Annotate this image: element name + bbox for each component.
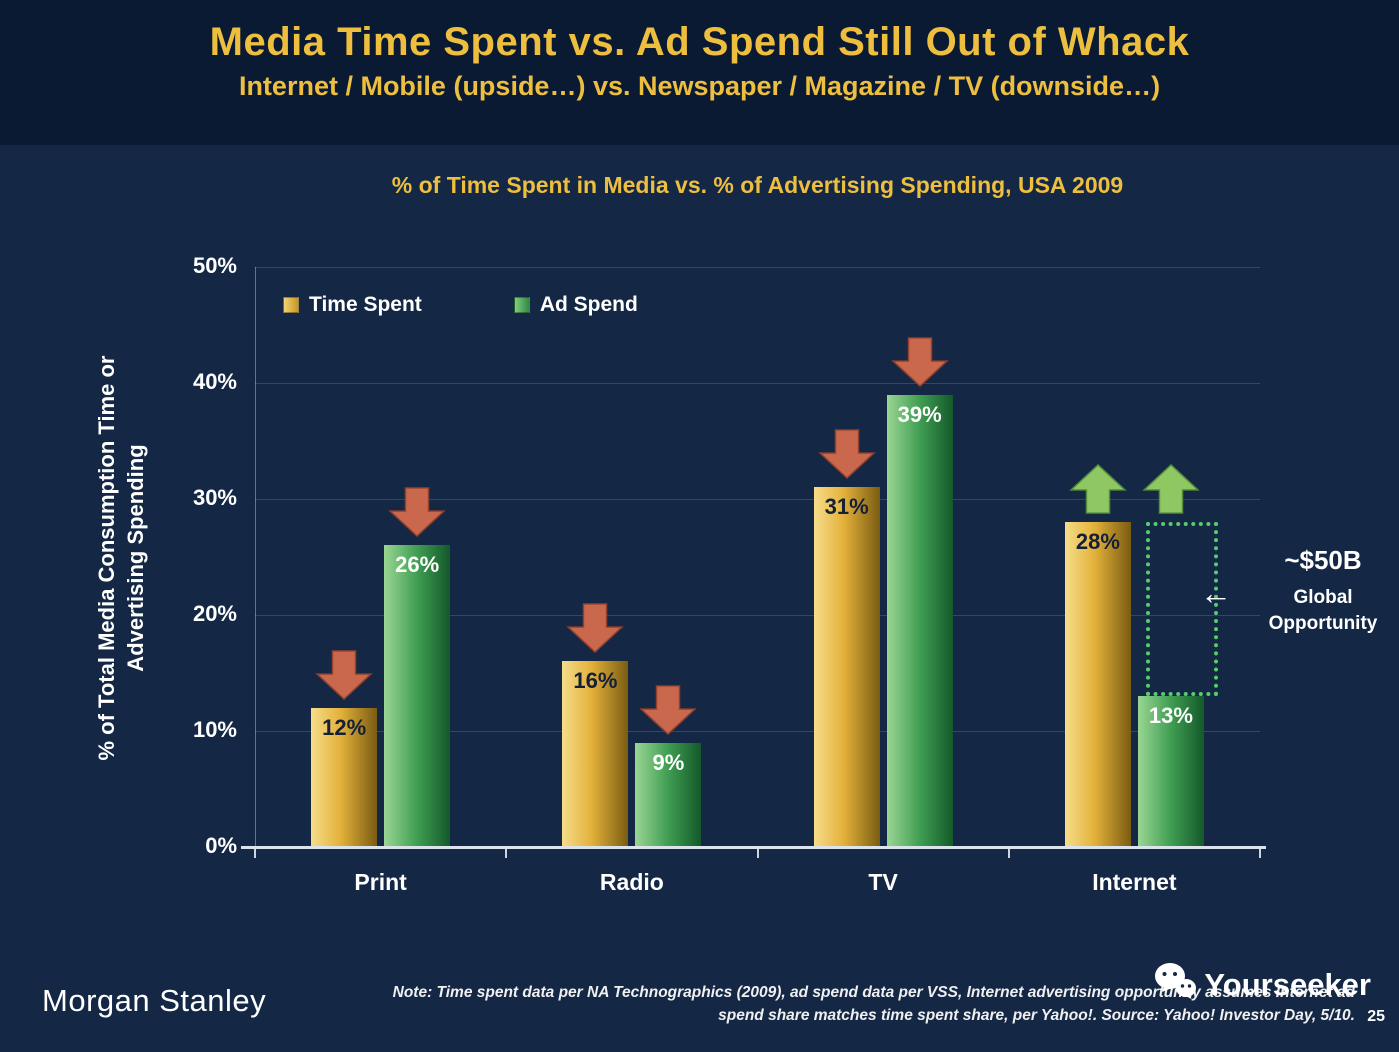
gridline — [255, 731, 1260, 732]
bar-value-label: 26% — [395, 552, 440, 578]
opportunity-dotted-box — [1145, 522, 1218, 697]
source-note-line2: spend share matches time spent share, pe… — [718, 1007, 1355, 1025]
x-axis-category-label: Print — [354, 869, 407, 895]
watermark-text: Yourseeker — [1204, 966, 1371, 1002]
bar-radio-time-spent: 16% — [562, 661, 629, 847]
y-axis-tick-label: 30% — [192, 485, 237, 510]
bar-print-ad-spend: 26% — [384, 545, 451, 847]
chart-title: % of Time Spent in Media vs. % of Advert… — [391, 172, 1124, 198]
legend-swatch-ad-spend — [513, 297, 530, 313]
bar-value-label: 13% — [1148, 703, 1193, 729]
page-number: 25 — [1367, 1008, 1385, 1025]
y-axis-tick-label: 40% — [192, 369, 237, 394]
down-arrow-icon — [388, 487, 446, 538]
gridline — [255, 499, 1260, 500]
source-note-line1: Note: Time spent data per NA Technograph… — [392, 984, 1355, 1001]
down-arrow-icon — [890, 336, 949, 387]
bar-tv-time-spent: 31% — [813, 487, 880, 847]
down-arrow-icon — [639, 684, 698, 735]
slide-subtitle: Internet / Mobile (upside…) vs. Newspape… — [238, 71, 1161, 101]
source-note: Note: Time spent data per NA Technograph… — [315, 981, 1355, 1028]
bar-print-time-spent: 12% — [311, 707, 378, 847]
x-axis-category-label: Radio — [599, 869, 664, 895]
x-axis-tick — [756, 849, 759, 858]
legend-swatch-time-spent — [283, 297, 299, 313]
morgan-stanley-logo: Morgan Stanley — [42, 983, 267, 1018]
bar-value-label: 9% — [652, 749, 685, 775]
x-axis-category-label: TV — [868, 869, 898, 895]
legend-item-ad-spend: Ad Spend — [513, 293, 638, 317]
bar-radio-ad-spend: 9% — [635, 742, 702, 847]
opportunity-label-line2: Opportunity — [1268, 612, 1378, 634]
bar-internet-ad-spend: 13% — [1137, 696, 1204, 847]
y-axis-tick-label: 10% — [192, 717, 237, 742]
opportunity-value: ~$50B — [1284, 545, 1362, 575]
bar-value-label: 16% — [573, 668, 618, 694]
gridline — [255, 615, 1260, 616]
bar-value-label: 39% — [897, 401, 942, 427]
slide-title: Media Time Spent vs. Ad Spend Still Out … — [209, 20, 1190, 64]
gridline — [255, 267, 1260, 268]
wechat-icon — [1153, 962, 1197, 1007]
slide-header: Media Time Spent vs. Ad Spend Still Out … — [0, 0, 1399, 145]
x-axis-tick — [1259, 849, 1261, 858]
legend-item-time-spent: Time Spent — [283, 293, 422, 317]
y-axis-tick-label: 50% — [192, 253, 237, 278]
opportunity-label-line1: Global — [1293, 587, 1353, 608]
down-arrow-icon — [566, 603, 625, 654]
bar-value-label: 12% — [322, 714, 367, 740]
bar-internet-time-spent: 28% — [1064, 522, 1131, 847]
left-arrow-icon: ← — [1200, 575, 1232, 611]
bar-value-label: 28% — [1075, 529, 1120, 555]
gridline — [255, 383, 1260, 384]
watermark: Yourseeker — [1153, 962, 1371, 1007]
y-axis-tick-label: 20% — [192, 601, 237, 626]
legend-label-time-spent: Time Spent — [309, 293, 422, 316]
x-axis-tick — [254, 849, 256, 858]
x-axis-line — [241, 846, 1266, 849]
chart-legend: Time Spent Ad Spend — [283, 293, 638, 317]
bar-tv-ad-spend: 39% — [886, 394, 953, 847]
x-axis-tick — [505, 849, 508, 858]
y-axis-line — [255, 267, 256, 847]
y-axis-label: % of Total Media Consumption Time or Adv… — [94, 355, 149, 761]
bar-value-label: 31% — [824, 494, 869, 520]
up-arrow-icon — [1142, 464, 1200, 514]
y-axis-tick-label: 0% — [205, 833, 237, 858]
x-axis-category-label: Internet — [1092, 869, 1177, 895]
legend-label-ad-spend: Ad Spend — [539, 293, 638, 316]
down-arrow-icon — [817, 429, 876, 480]
down-arrow-icon — [315, 650, 373, 700]
global-opportunity-annotation: ~$50B Global Opportunity — [1250, 545, 1396, 636]
up-arrow-icon — [1069, 464, 1127, 514]
x-axis-tick — [1007, 849, 1010, 858]
